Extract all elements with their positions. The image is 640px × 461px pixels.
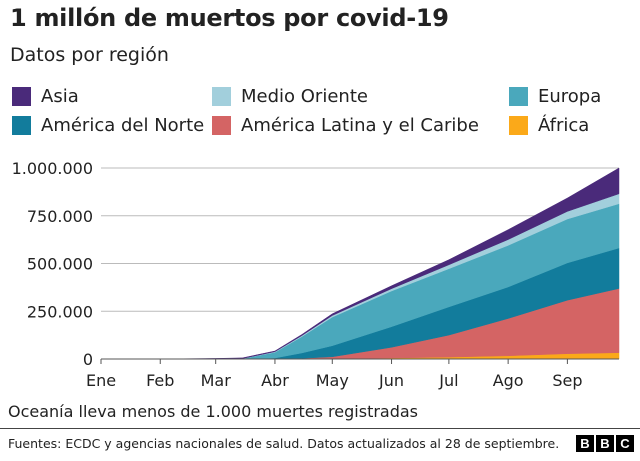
bbc-logo-letter: B — [596, 435, 614, 452]
legend-label: Medio Oriente — [241, 86, 368, 107]
area-asia — [101, 167, 620, 360]
x-tick-label: Sep — [552, 371, 582, 390]
legend-item-america-del-norte: América del Norte — [12, 115, 204, 136]
chart-note: Oceanía lleva menos de 1.000 muertes reg… — [8, 402, 419, 421]
bbc-logo-letter: B — [576, 435, 594, 452]
x-tick-label: May — [316, 371, 349, 390]
legend-item-africa: África — [509, 115, 589, 136]
chart-subtitle: Datos por región — [10, 44, 169, 66]
legend-swatch — [12, 87, 31, 106]
x-tick-label: Feb — [146, 371, 174, 390]
legend-swatch — [12, 116, 31, 135]
y-tick-label: 500.000 — [27, 255, 93, 274]
legend-label: América Latina y el Caribe — [241, 115, 479, 136]
legend-swatch — [212, 87, 231, 106]
y-tick-label: 250.000 — [27, 302, 93, 321]
legend-item-asia: Asia — [12, 86, 79, 107]
x-tick-label: Ene — [86, 371, 116, 390]
y-tick-label: 0 — [83, 350, 93, 369]
legend-item-europa: Europa — [509, 86, 601, 107]
legend-label: África — [538, 115, 590, 136]
divider — [0, 428, 640, 429]
legend-label: América del Norte — [41, 115, 205, 136]
area-chart: 0 250.000 500.000 750.000 1.000.000 Ene Feb Mar… — [12, 159, 620, 390]
x-tick-label: Jul — [438, 371, 458, 390]
legend-label: Europa — [538, 86, 602, 107]
x-tick-label: Ago — [493, 371, 524, 390]
legend-swatch — [509, 87, 528, 106]
y-tick-label: 1.000.000 — [12, 159, 93, 178]
bbc-logo: B B C — [576, 435, 634, 452]
legend-item-america-latina: América Latina y el Caribe — [212, 115, 479, 136]
y-tick-label: 750.000 — [27, 207, 93, 226]
legend-swatch — [212, 116, 231, 135]
chart-title: 1 millón de muertos por covid-19 — [10, 4, 449, 32]
x-tick-label: Jun — [378, 371, 404, 390]
legend-label: Asia — [41, 86, 79, 107]
bbc-logo-letter: C — [616, 435, 634, 452]
legend-item-medio-oriente: Medio Oriente — [212, 86, 368, 107]
x-tick-label: Abr — [261, 371, 289, 390]
source-text: Fuentes: ECDC y agencias nacionales de s… — [8, 436, 560, 451]
legend-swatch — [509, 116, 528, 135]
x-tick-label: Mar — [201, 371, 232, 390]
